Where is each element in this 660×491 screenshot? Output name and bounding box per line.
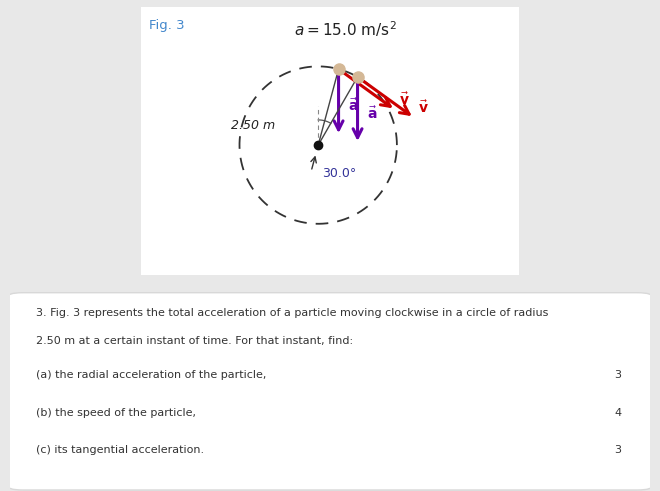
Text: $\vec{\mathbf{a}}$: $\vec{\mathbf{a}}$	[348, 98, 358, 114]
Text: 2.50 m: 2.50 m	[231, 119, 275, 132]
Text: 4: 4	[614, 409, 621, 418]
Text: $\vec{\mathbf{a}}$: $\vec{\mathbf{a}}$	[367, 106, 378, 122]
Text: $\vec{\mathbf{v}}$: $\vec{\mathbf{v}}$	[418, 100, 428, 116]
Text: $\vec{\mathbf{v}}$: $\vec{\mathbf{v}}$	[399, 92, 409, 108]
Text: (b) the speed of the particle,: (b) the speed of the particle,	[36, 409, 195, 418]
Text: (a) the radial acceleration of the particle,: (a) the radial acceleration of the parti…	[36, 370, 266, 380]
Text: (c) its tangential acceleration.: (c) its tangential acceleration.	[36, 445, 204, 455]
Text: 2.50 m at a certain instant of time. For that instant, find:: 2.50 m at a certain instant of time. For…	[36, 336, 352, 346]
Text: 30.0°: 30.0°	[322, 167, 356, 180]
Text: 3: 3	[614, 445, 621, 455]
Text: $a = 15.0\ \mathrm{m/s}^2$: $a = 15.0\ \mathrm{m/s}^2$	[294, 19, 397, 39]
Text: Fig. 3: Fig. 3	[149, 19, 185, 32]
FancyBboxPatch shape	[7, 293, 653, 490]
Text: 3: 3	[614, 370, 621, 380]
Text: 3. Fig. 3 represents the total acceleration of a particle moving clockwise in a : 3. Fig. 3 represents the total accelerat…	[36, 308, 548, 318]
